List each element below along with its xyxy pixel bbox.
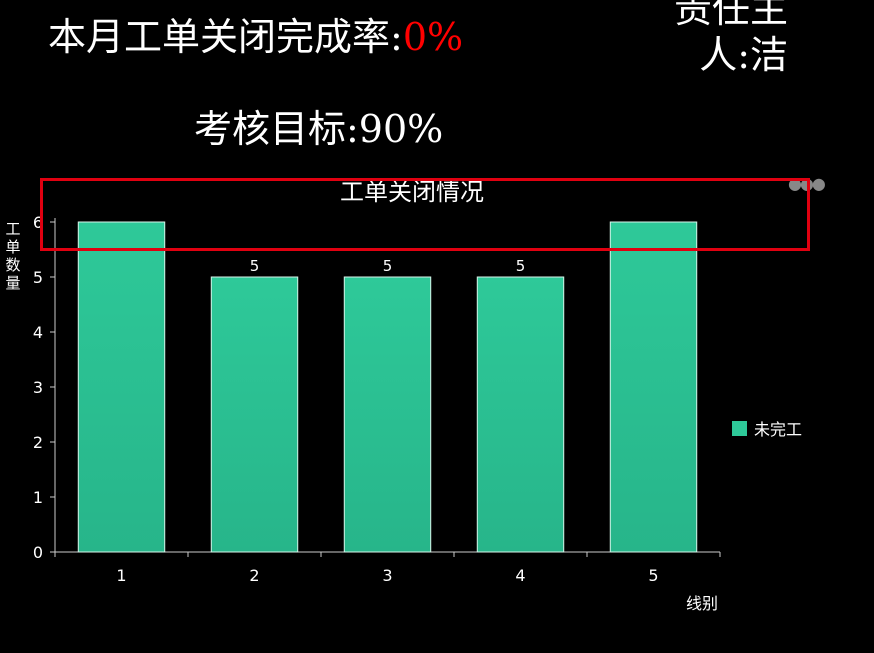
y-tick-label: 2 <box>33 433 43 452</box>
y-tick-label: 5 <box>33 268 43 287</box>
bar-4 <box>476 276 565 553</box>
x-axis-label: 线别 <box>686 594 718 613</box>
legend-swatch <box>732 420 747 436</box>
completion-rate-label: 本月工单关闭完成率: <box>48 15 403 59</box>
completion-rate-line: 本月工单关闭完成率:0% <box>48 12 463 62</box>
x-tick-label: 1 <box>116 566 126 585</box>
chart-title: 工单关闭情况 <box>340 178 484 206</box>
y-tick-label: 3 <box>33 378 43 397</box>
legend-item-unfinished[interactable]: 未完工 <box>732 416 802 440</box>
y-tick-label: 4 <box>33 323 43 342</box>
y-tick-label: 0 <box>33 543 43 562</box>
bar-2 <box>210 276 299 553</box>
bar-5 <box>609 221 698 553</box>
x-tick-label: 2 <box>249 566 259 585</box>
bar-1 <box>77 221 166 553</box>
data-label: 5 <box>250 257 260 275</box>
completion-rate-value: 0% <box>402 15 464 59</box>
data-label: 5 <box>383 257 393 275</box>
y-tick-label: 1 <box>33 488 43 507</box>
legend-label: 未完工 <box>754 420 803 439</box>
x-tick-label: 5 <box>648 566 658 585</box>
owner-label: 责任主人:洁 <box>673 0 788 77</box>
target-label: 考核目标:90% <box>194 107 444 151</box>
data-label: 5 <box>516 257 526 275</box>
x-tick-label: 3 <box>382 566 392 585</box>
y-tick-label: 6 <box>33 213 43 232</box>
bar-chart: 工单关闭情况 0 1 2 3 4 5 6 1 5 2 5 3 5 4 5 线别 <box>33 178 721 613</box>
x-tick-label: 4 <box>515 566 525 585</box>
y-axis-label: 工单数量 <box>5 220 21 292</box>
more-options-icon[interactable]: ●●● <box>788 174 826 193</box>
bar-3 <box>343 276 432 553</box>
